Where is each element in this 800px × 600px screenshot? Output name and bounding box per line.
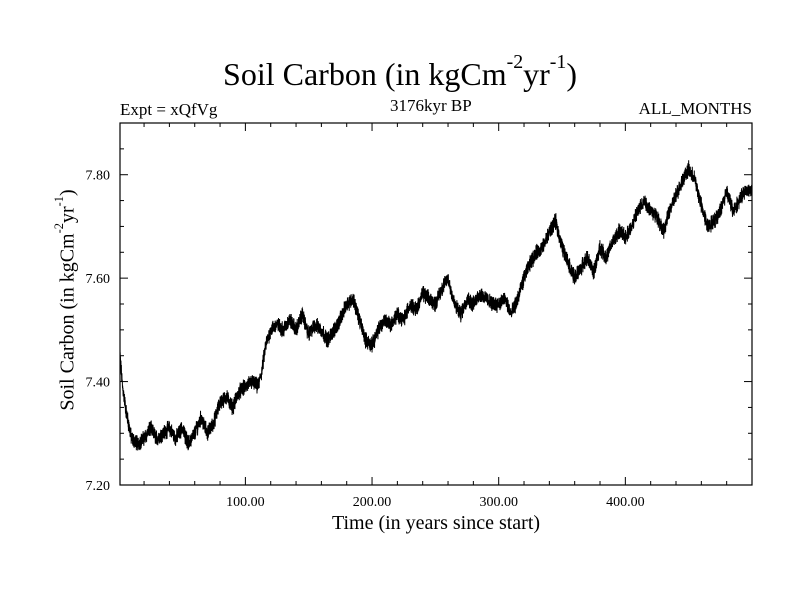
- chart-title-unit: yr: [523, 56, 550, 92]
- chart-title-exponent-1: -2: [506, 51, 524, 74]
- series-line: [119, 160, 753, 451]
- chart-title-end: ): [566, 56, 577, 92]
- y-axis-label: Soil Carbon (in kgCm-2yr-1): [52, 189, 80, 411]
- y-axis-label-text: Soil Carbon (in kgCm: [56, 233, 79, 411]
- chart-title-exponent-2: -1: [549, 51, 567, 74]
- x-tick-label: 100.00: [226, 495, 265, 510]
- months-label: ALL_MONTHS: [638, 99, 752, 118]
- y-tick-label: 7.20: [86, 479, 111, 494]
- x-tick-label: 200.00: [353, 495, 392, 510]
- y-tick-label: 7.60: [86, 272, 111, 287]
- y-tick-label: 7.80: [86, 169, 111, 184]
- y-axis-label-exponent-1: -2: [51, 223, 66, 234]
- y-axis-label-unit: yr: [56, 206, 79, 224]
- chart-title-text: Soil Carbon (in kgCm: [223, 56, 507, 92]
- x-tick-label: 400.00: [606, 495, 645, 510]
- y-axis-label-exponent-2: -1: [51, 196, 66, 207]
- ticks-layer: 7.20 7.40 7.60 7.80 100.00 200.00 300.00 400.00: [86, 122, 752, 510]
- y-axis-label-end: ): [56, 189, 79, 197]
- experiment-label: Expt = xQfVg: [120, 100, 218, 119]
- plot-frame: [119, 122, 753, 486]
- chart-title: Soil Carbon (in kgCm-2yr-1): [0, 52, 800, 93]
- series-layer: [119, 160, 753, 451]
- x-tick-label: 300.00: [479, 495, 518, 510]
- x-axis-label: Time (in years since start): [331, 512, 541, 534]
- y-tick-label: 7.40: [86, 376, 111, 391]
- chart-subtitle: 3176kyr BP: [390, 96, 472, 115]
